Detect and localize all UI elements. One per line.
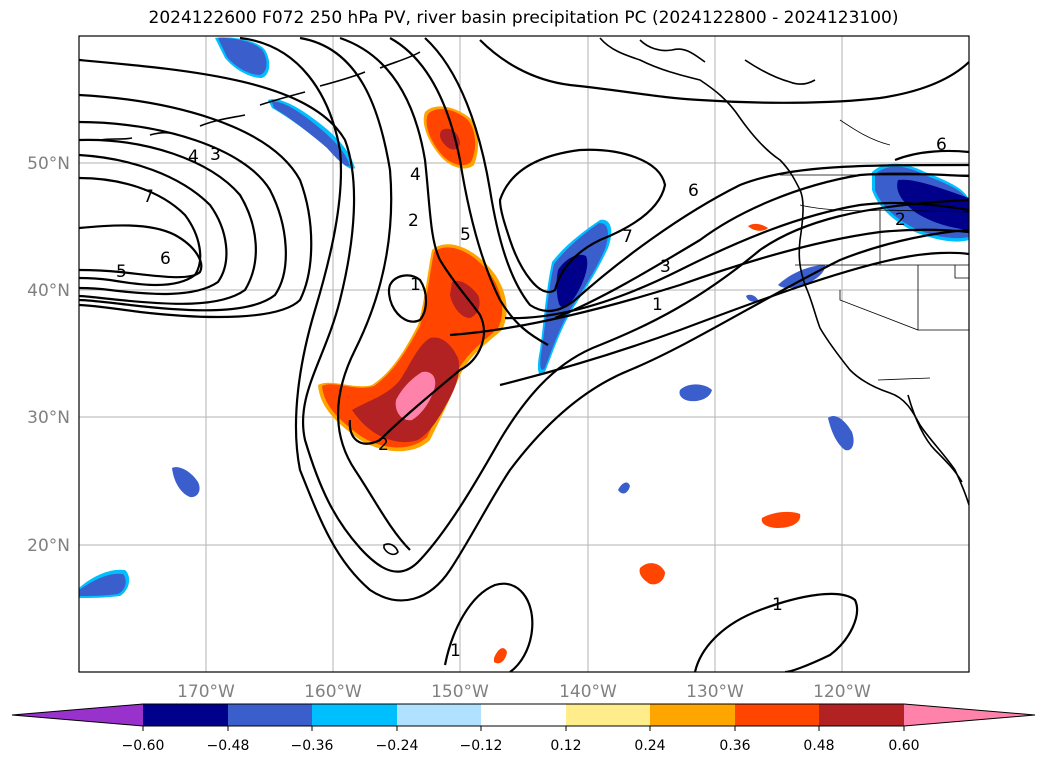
lon-label-140w: 140°W bbox=[559, 682, 617, 702]
colorbar-tick-label: 0.48 bbox=[803, 738, 834, 754]
colorbar-tick-label: −0.60 bbox=[122, 738, 165, 754]
colorbar-segment bbox=[735, 704, 819, 726]
contour-label: 2 bbox=[408, 211, 419, 231]
contour-label: 4 bbox=[188, 147, 199, 167]
colorbar-tick-label: 0.12 bbox=[550, 738, 581, 754]
contour-label: 2 bbox=[895, 210, 906, 230]
colorbar-segment bbox=[143, 704, 228, 726]
colorbar-segment bbox=[312, 704, 397, 726]
latitude-labels: 50°N 40°N 30°N 20°N bbox=[27, 154, 70, 556]
contour-label: 7 bbox=[622, 227, 633, 247]
contour-label: 1 bbox=[772, 595, 783, 615]
pv-contours bbox=[79, 36, 969, 672]
colorbar-extend-max bbox=[904, 704, 1035, 726]
map-frame bbox=[78, 35, 970, 673]
colorbar-tick-label: 0.24 bbox=[634, 738, 665, 754]
positive-anomaly-north bbox=[423, 106, 479, 169]
contour-label: 7 bbox=[143, 187, 154, 207]
lat-label-40n: 40°N bbox=[27, 281, 70, 301]
borders bbox=[780, 119, 969, 381]
negative-anomaly-small bbox=[79, 37, 854, 598]
lon-label-130w: 130°W bbox=[686, 682, 744, 702]
positive-anomaly-main bbox=[318, 244, 507, 452]
positive-anomaly-small bbox=[494, 223, 801, 664]
contour-label: 1 bbox=[410, 275, 421, 295]
colorbar-segment bbox=[819, 704, 904, 726]
colorbar-segment bbox=[650, 704, 735, 726]
map-title: 2024122600 F072 250 hPa PV, river basin … bbox=[148, 8, 899, 28]
colorbar-tick-label: −0.12 bbox=[460, 738, 503, 754]
colorbar-segment bbox=[397, 704, 481, 726]
lon-label-120w: 120°W bbox=[813, 682, 871, 702]
contour-label: 6 bbox=[936, 135, 947, 155]
longitude-labels: 170°W 160°W 150°W 140°W 130°W 120°W bbox=[177, 682, 871, 702]
contour-label: 2 bbox=[378, 435, 389, 455]
contour-label: 5 bbox=[116, 262, 127, 282]
colorbar-tick-label: −0.36 bbox=[291, 738, 334, 754]
colorbar-tick-label: −0.48 bbox=[207, 738, 250, 754]
map-area bbox=[79, 36, 969, 672]
contour-label: 1 bbox=[450, 641, 461, 661]
colorbar: −0.60 −0.48 −0.36 −0.24 −0.12 0.12 0.24 … bbox=[11, 703, 1036, 754]
colorbar-tick-label: −0.24 bbox=[376, 738, 419, 754]
contour-label: 3 bbox=[210, 145, 221, 165]
lon-label-150w: 150°W bbox=[431, 682, 489, 702]
graticule bbox=[79, 36, 969, 672]
colorbar-tick-label: 0.36 bbox=[719, 738, 750, 754]
colorbar-tick-label: 0.60 bbox=[888, 738, 919, 754]
contour-label: 3 bbox=[660, 257, 671, 277]
lat-label-50n: 50°N bbox=[27, 154, 70, 174]
contour-label: 4 bbox=[410, 165, 421, 185]
colorbar-segment bbox=[566, 704, 650, 726]
contour-label: 6 bbox=[160, 249, 171, 269]
lat-label-20n: 20°N bbox=[27, 536, 70, 556]
contour-label: 1 bbox=[652, 295, 663, 315]
lon-label-170w: 170°W bbox=[177, 682, 235, 702]
colorbar-segment bbox=[481, 704, 566, 726]
lat-label-30n: 30°N bbox=[27, 408, 70, 428]
colorbar-ticks bbox=[142, 726, 905, 731]
contour-labels: 4 3 7 6 5 4 2 5 1 7 6 3 1 6 2 2 1 1 bbox=[116, 135, 947, 661]
negative-anomaly-central bbox=[537, 219, 612, 375]
contour-label: 5 bbox=[460, 225, 471, 245]
colorbar-segment bbox=[228, 704, 312, 726]
lon-label-160w: 160°W bbox=[304, 682, 362, 702]
coastline bbox=[99, 37, 969, 556]
colorbar-extend-min bbox=[12, 704, 143, 726]
contour-label: 6 bbox=[688, 181, 699, 201]
